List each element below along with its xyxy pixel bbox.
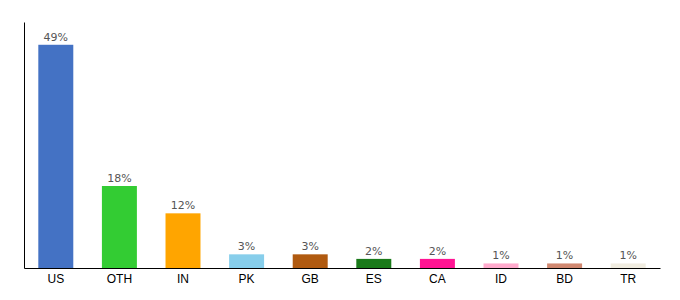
x-tick: PK: [239, 272, 255, 286]
x-tick: ES: [366, 272, 382, 286]
chart-svg: US OTH IN PK GB ES CA ID BD TR 49% 18% 12% 3% 3% 2% 2% 1%…: [0, 0, 680, 300]
data-label: 49%: [44, 31, 68, 44]
data-label: 1%: [492, 249, 509, 262]
x-tick-label: US: [47, 272, 64, 286]
x-tick: IN: [177, 272, 189, 286]
x-tick: GB: [302, 272, 319, 286]
x-tick: BD: [556, 272, 573, 286]
data-label: 1%: [556, 249, 573, 262]
y-axis: [24, 23, 25, 269]
x-tick-label: OTH: [107, 272, 132, 286]
x-tick-label: BD: [556, 272, 573, 286]
data-labels: 49% 18% 12% 3% 3% 2% 2% 1% 1% 1%: [44, 31, 637, 263]
x-tick-label: CA: [429, 272, 446, 286]
data-label: 1%: [619, 249, 636, 262]
x-tick-label: TR: [620, 272, 636, 286]
x-tick: US: [47, 272, 64, 286]
data-label: 2%: [365, 245, 382, 258]
x-tick-label: ES: [366, 272, 382, 286]
x-axis: US OTH IN PK GB ES CA ID BD TR: [25, 269, 661, 286]
x-tick: OTH: [107, 272, 132, 286]
y-axis-line: [24, 23, 25, 269]
x-tick-label: PK: [239, 272, 255, 286]
x-tick: ID: [495, 272, 507, 286]
data-label: 3%: [238, 240, 255, 253]
bar: [611, 263, 646, 268]
bar: [547, 263, 582, 268]
data-label: 3%: [301, 240, 318, 253]
bar: [229, 254, 264, 268]
bar: [484, 263, 519, 268]
bar: [166, 213, 201, 268]
x-axis-line: [25, 268, 661, 269]
data-label: 18%: [107, 172, 131, 185]
data-label: 2%: [429, 245, 446, 258]
bar: [420, 259, 455, 268]
plot-area: US OTH IN PK GB ES CA ID BD TR 49% 18% 12% 3% 3% 2% 2% 1%…: [25, 23, 661, 286]
bars: [38, 45, 645, 268]
bar: [102, 186, 137, 268]
data-label: 12%: [171, 199, 195, 212]
bar: [293, 254, 328, 268]
x-tick: CA: [429, 272, 446, 286]
x-tick-label: IN: [177, 272, 189, 286]
chart-container: US OTH IN PK GB ES CA ID BD TR 49% 18% 12% 3% 3% 2% 2% 1%…: [0, 0, 680, 300]
bar: [356, 259, 391, 268]
x-tick: TR: [620, 272, 636, 286]
bar: [38, 45, 73, 268]
x-tick-label: GB: [302, 272, 319, 286]
x-tick-label: ID: [495, 272, 507, 286]
